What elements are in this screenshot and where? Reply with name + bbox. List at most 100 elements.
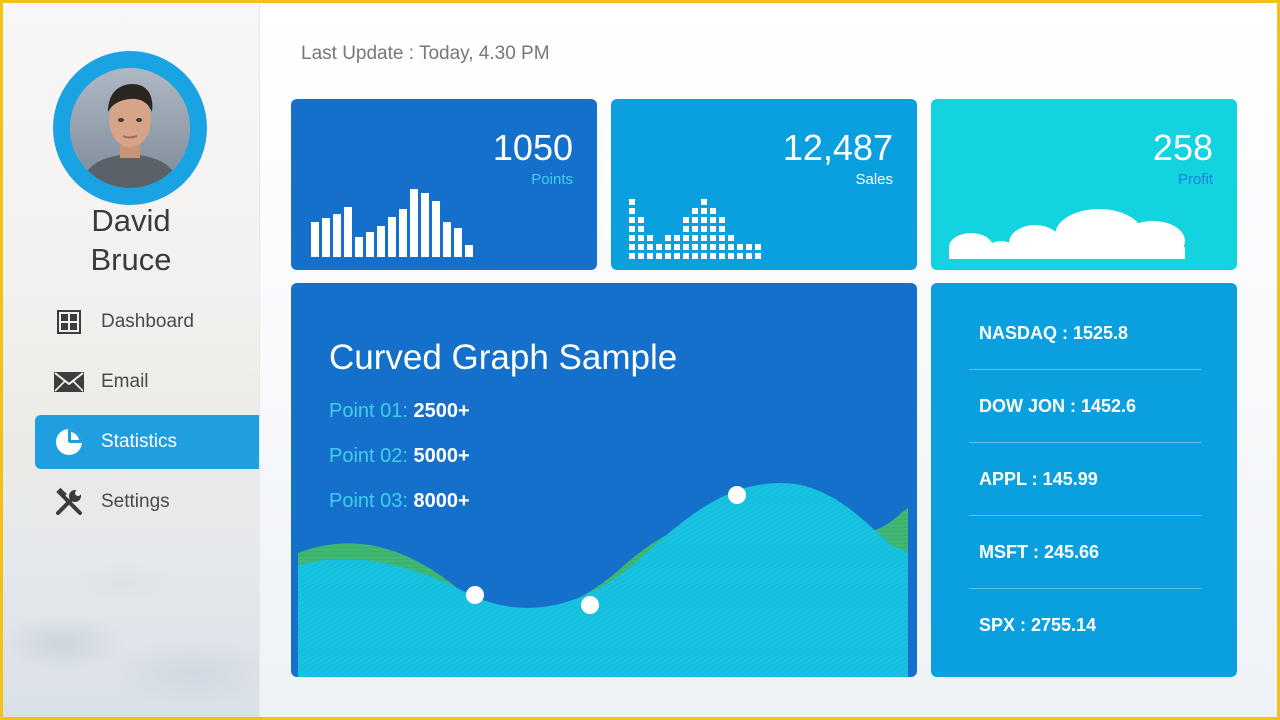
graph-point-1-key: Point 01: [329,400,408,422]
spark-dot [692,235,698,241]
spark-bar [421,193,429,257]
divider [969,515,1201,516]
sales-dot-sparkline [629,199,761,259]
spark-dot [710,208,716,214]
avatar[interactable] [70,68,190,188]
spark-dot [629,208,635,214]
graph-point-3-value: 8000+ [413,490,470,512]
sidebar-item-label: Dashboard [101,311,194,332]
spark-bar [399,209,407,257]
spark-dot [719,253,725,259]
spark-dot [701,244,707,250]
last-update-text: Last Update : Today, 4.30 PM [301,43,550,64]
spark-dot [656,253,662,259]
spark-dot [629,235,635,241]
spark-dot [746,244,752,250]
spark-dot [629,244,635,250]
spark-dot [665,244,671,250]
graph-point-marker [581,596,599,614]
spark-dot [710,253,716,259]
graph-point-1-value: 2500+ [413,400,470,422]
spark-dot [719,226,725,232]
spark-dot [638,217,644,223]
sales-card[interactable]: 12,487 Sales [611,99,917,270]
avatar-portrait-icon [70,68,190,188]
spark-dot [737,244,743,250]
spark-bar [355,237,363,257]
sidebar-background-clouds [3,523,259,717]
spark-dot [701,208,707,214]
spark-bar [410,189,418,257]
divider [969,588,1201,589]
spark-dot [701,199,707,205]
spark-dot [728,253,734,259]
spark-bar [333,214,341,257]
spark-bar [377,226,385,257]
spark-bar [388,217,396,257]
profit-card[interactable]: 258 Profit [931,99,1237,270]
spark-dot [701,217,707,223]
spark-dot [692,208,698,214]
envelope-icon [51,367,87,397]
graph-point-1: Point 01: 2500+ [329,400,470,423]
spark-dot [656,244,662,250]
sidebar-item-settings[interactable]: Settings [35,475,259,529]
graph-point-2-key: Point 02: [329,445,408,467]
sales-value: 12,487 [782,127,893,168]
spark-dot [638,226,644,232]
profit-label: Profit [1177,171,1213,188]
graph-point-3: Point 03: 8000+ [329,490,470,513]
spark-bar [432,201,440,257]
graph-point-2-value: 5000+ [413,445,470,467]
spark-dot [719,217,725,223]
points-card[interactable]: 1050 Points [291,99,597,270]
points-label: Points [531,171,573,188]
spark-dot [710,226,716,232]
spark-dot [629,253,635,259]
divider [969,369,1201,370]
graph-point-marker [728,486,746,504]
spark-dot [701,253,707,259]
spark-dot [755,244,761,250]
spark-dot [728,235,734,241]
spark-dot [710,244,716,250]
spark-bar [465,245,473,257]
spark-dot [710,217,716,223]
sidebar-item-dashboard[interactable]: Dashboard [35,295,259,349]
spark-bar [454,228,462,257]
user-first-name: David [91,203,171,238]
spark-dot [710,235,716,241]
spark-dot [683,217,689,223]
spark-dot [674,235,680,241]
points-value: 1050 [492,127,573,168]
spark-bar [344,207,352,257]
spark-dot [746,253,752,259]
spark-bar [311,222,319,257]
cyan-wave-area [298,483,908,677]
spark-dot [692,253,698,259]
spark-dot [665,235,671,241]
spark-dot [629,217,635,223]
tools-icon [51,487,87,517]
spark-bar [443,222,451,257]
user-name: David Bruce [3,201,259,279]
points-bar-sparkline [311,189,473,257]
sidebar-item-statistics[interactable]: Statistics [35,415,259,469]
spark-dot [674,244,680,250]
profit-value: 258 [1152,127,1213,168]
stock-msft: MSFT : 245.66 [979,542,1100,562]
stock-dow-jones: DOW JON : 1452.6 [979,396,1137,416]
spark-dot [638,235,644,241]
sidebar-item-label: Email [101,371,149,392]
spark-dot [683,253,689,259]
spark-dot [647,244,653,250]
spark-dot [719,244,725,250]
sidebar-item-email[interactable]: Email [35,355,259,409]
spark-dot [665,253,671,259]
dashboard-grid-icon [51,307,87,337]
curved-graph-panel: Curved Graph Sample Point 01: 2500+ Poin… [291,283,917,677]
spark-dot [683,235,689,241]
sidebar: David Bruce Dashboard [3,3,260,717]
spark-dot [728,244,734,250]
